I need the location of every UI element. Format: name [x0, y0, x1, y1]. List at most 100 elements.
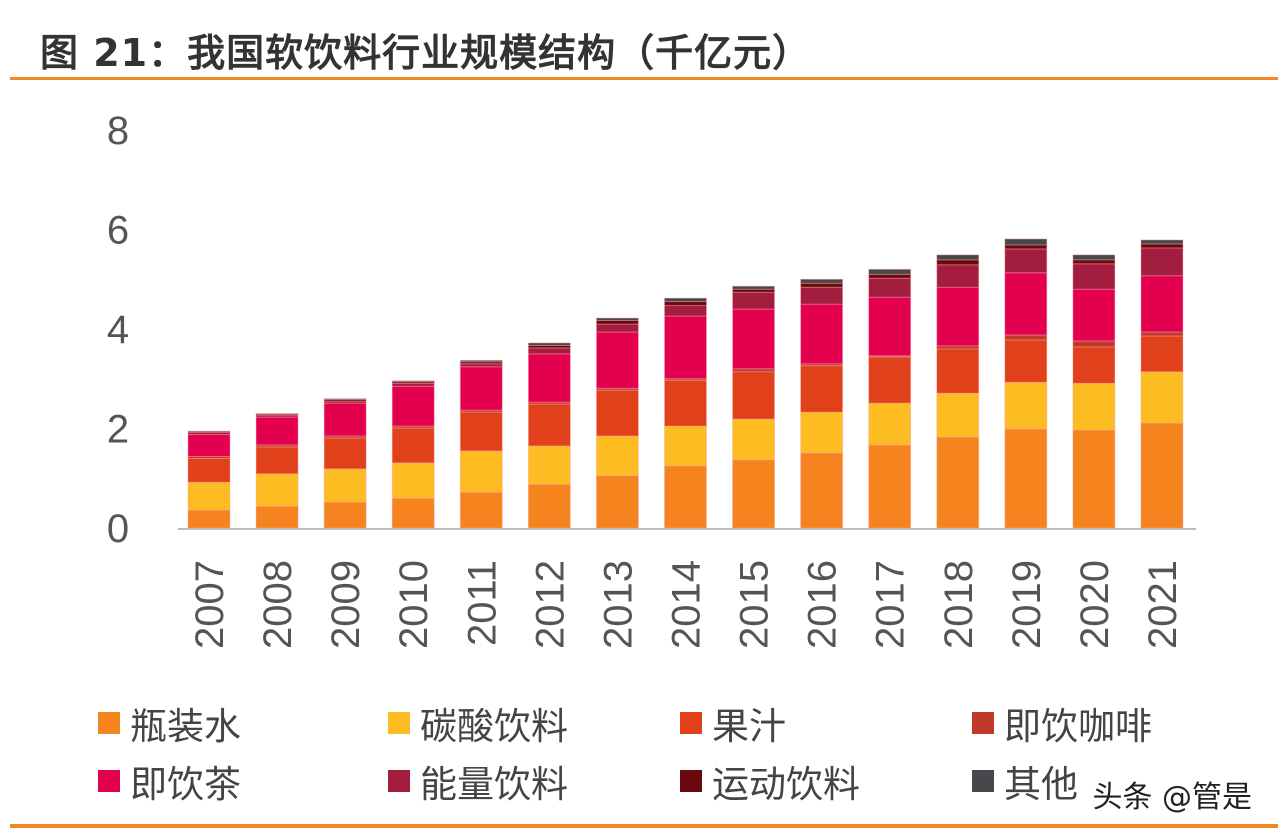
bar-segment-6-2	[596, 389, 639, 437]
bar-segment-8-7	[732, 285, 775, 290]
y-axis-ticks: 0 2 4 6 8	[107, 109, 129, 551]
legend-label: 运动饮料	[712, 763, 860, 806]
bar-segment-2-7	[323, 398, 367, 401]
bar-segment-9-2	[800, 365, 844, 413]
bar-segment-3-0	[391, 497, 435, 529]
bar-segment-1-0	[255, 505, 299, 529]
bar-segment-3-5	[391, 382, 435, 387]
legend-label: 果汁	[712, 705, 786, 748]
x-tick-label: 2011	[460, 560, 504, 646]
bar-segment-8-0	[732, 459, 775, 529]
bar-segment-3-1	[391, 462, 435, 499]
bar-segment-11-7	[936, 254, 980, 261]
legend-label: 即饮茶	[130, 763, 241, 806]
bar-segment-10-7	[868, 268, 912, 275]
bar-segment-2-1	[323, 468, 367, 503]
bar-segment-6-5	[596, 323, 639, 333]
bar-segment-12-6	[1004, 244, 1048, 250]
x-tick-label: 2018	[937, 560, 981, 649]
x-tick-label: 2007	[188, 560, 232, 649]
bar-segment-10-4	[868, 296, 912, 357]
x-tick-label: 2017	[869, 560, 913, 649]
x-tick-label: 2012	[528, 560, 572, 649]
y-tick-label: 2	[107, 408, 129, 452]
bar-segment-8-4	[732, 308, 775, 370]
y-tick-label: 4	[107, 308, 129, 352]
bar-segment-12-3	[1004, 334, 1048, 341]
bar-segment-10-1	[868, 402, 912, 446]
bar-segment-13-3	[1072, 340, 1116, 348]
legend-swatch	[98, 770, 120, 792]
bar-segment-8-1	[732, 418, 775, 461]
legend-item: 能量饮料	[388, 754, 568, 808]
bar-segment-11-4	[936, 286, 980, 347]
bar-segment-14-1	[1140, 371, 1184, 424]
bar-segment-13-2	[1072, 346, 1116, 384]
bar-segment-4-4	[459, 366, 503, 411]
legend-swatch	[388, 770, 410, 792]
bar-segment-5-7	[527, 342, 571, 346]
bar-segment-11-2	[936, 348, 980, 394]
bar-segment-14-2	[1140, 335, 1184, 373]
bar-segment-13-1	[1072, 382, 1116, 431]
legend-item: 即饮茶	[98, 754, 241, 808]
x-tick-label: 2020	[1073, 560, 1117, 649]
bar-segment-4-5	[459, 363, 503, 368]
bar-segment-10-2	[868, 356, 912, 404]
legend-label: 碳酸饮料	[420, 705, 568, 748]
x-tick-label: 2013	[596, 560, 640, 649]
legend-swatch	[680, 712, 702, 734]
bar-segment-5-5	[527, 347, 571, 355]
y-tick-label: 0	[107, 507, 129, 551]
bar-segment-2-2	[323, 437, 367, 470]
bar-segment-12-4	[1004, 272, 1048, 336]
bar-segment-6-4	[596, 331, 639, 389]
bar-segment-4-2	[459, 411, 503, 452]
x-tick-label: 2014	[664, 560, 708, 649]
bar-segment-14-3	[1140, 331, 1184, 337]
bar-segment-14-6	[1140, 243, 1184, 249]
bar-segment-5-1	[527, 445, 571, 485]
bar-segment-0-0	[187, 509, 231, 529]
bar-segment-1-4	[255, 416, 299, 446]
bar-segment-3-4	[391, 385, 435, 427]
bar-segment-14-0	[1140, 422, 1184, 529]
bar-segment-13-7	[1072, 254, 1116, 261]
bar-segment-1-1	[255, 473, 299, 507]
bar-segment-9-4	[800, 303, 844, 365]
bar-segment-14-4	[1140, 275, 1184, 333]
bar-segment-9-7	[800, 278, 844, 284]
bar-segment-12-5	[1004, 248, 1048, 274]
bar-segment-5-0	[527, 483, 571, 529]
bar-segment-7-0	[664, 465, 707, 529]
bar-segment-11-5	[936, 264, 980, 288]
bar-segment-5-2	[527, 403, 571, 447]
x-tick-label: 2010	[392, 560, 436, 649]
legend-label: 能量饮料	[420, 763, 568, 806]
x-tick-label: 2019	[1005, 560, 1049, 649]
legend-label: 即饮咖啡	[1004, 705, 1152, 748]
bar-segment-9-0	[800, 452, 844, 529]
bar-segment-0-4	[187, 434, 231, 457]
bar-segment-0-7	[187, 430, 231, 432]
legend-item: 瓶装水	[98, 696, 241, 750]
x-tick-label: 2009	[324, 560, 368, 649]
bar-segment-8-5	[732, 291, 775, 310]
bar-segment-11-3	[936, 345, 980, 350]
bar-segment-7-1	[664, 425, 707, 467]
bar-segment-10-5	[868, 277, 912, 298]
watermark: 头条 @管是	[1092, 780, 1252, 815]
bar-segment-12-0	[1004, 428, 1048, 529]
bar-segment-2-4	[323, 402, 367, 437]
bar-segment-0-2	[187, 457, 231, 483]
bar-segment-6-0	[596, 475, 639, 529]
bar-segment-10-0	[868, 444, 912, 529]
legend-swatch	[972, 712, 994, 734]
bar-segment-11-1	[936, 392, 980, 438]
x-axis-ticks: 2007 2008 2009 2010 2011 2012 2013 2014 2015 2016…	[188, 560, 1185, 649]
top-divider	[10, 77, 1278, 80]
bar-segment-1-7	[255, 413, 299, 415]
bar-segment-9-5	[800, 286, 844, 305]
bar-segment-7-2	[664, 379, 707, 427]
